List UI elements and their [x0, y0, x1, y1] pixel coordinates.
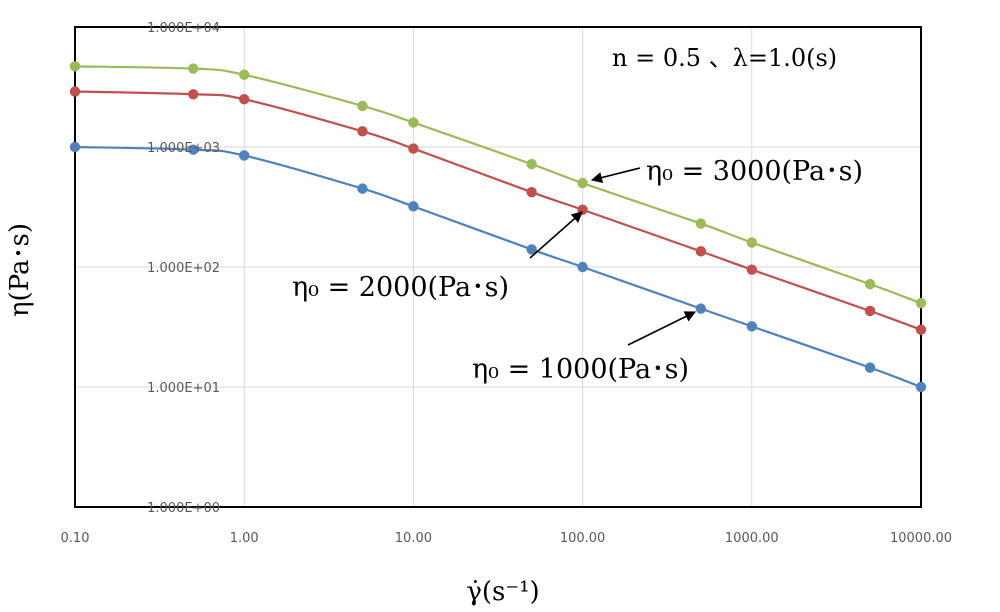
annotations: η₀ = 3000(Pa･s) η₀ = 2000(Pa･s) η₀ = 1000(… — [292, 156, 863, 385]
data-point — [695, 246, 707, 257]
data-point — [357, 183, 368, 194]
data-point — [746, 237, 757, 248]
y-tick-label: 1.000E+02 — [147, 261, 220, 276]
x-tick-labels: 0.10 1.00 10.00 100.00 1000.00 10000.00 — [61, 531, 952, 546]
data-point — [357, 126, 368, 137]
annotation-arrow — [590, 167, 641, 183]
data-point — [188, 89, 199, 100]
x-tick-label: 100.00 — [560, 531, 606, 546]
x-tick-label: 10.00 — [395, 531, 432, 546]
data-point — [357, 100, 368, 112]
data-point — [864, 362, 876, 373]
y-axis-label: η(Pa･s) — [5, 223, 35, 317]
data-point — [864, 278, 876, 290]
x-axis-label: γ̇(s⁻¹) — [466, 577, 539, 607]
data-point — [746, 264, 757, 275]
data-point — [408, 143, 419, 154]
y-tick-label: 1.000E+01 — [147, 381, 220, 396]
y-tick-label: 1.000E+03 — [147, 141, 220, 156]
annotation-arrow — [529, 211, 583, 259]
data-point — [188, 144, 199, 155]
series-layer — [69, 61, 927, 393]
y-tick-labels: 1.000E+00 1.000E+01 1.000E+02 1.000E+03 1.00… — [147, 21, 220, 516]
series-label-0: η₀ = 3000(Pa･s) — [646, 156, 863, 187]
data-point — [239, 69, 250, 80]
data-point — [915, 324, 927, 335]
data-point — [69, 86, 81, 97]
data-point — [915, 381, 927, 393]
data-point — [526, 187, 537, 198]
x-tick-label: 0.10 — [61, 531, 90, 546]
series-label-1: η₀ = 2000(Pa･s) — [292, 272, 509, 303]
x-tick-label: 10000.00 — [890, 531, 952, 546]
data-point — [408, 117, 419, 128]
data-point — [408, 201, 419, 212]
y-tick-label: 1.000E+00 — [147, 501, 220, 516]
data-point — [746, 321, 757, 332]
plot-border — [74, 26, 922, 508]
data-point — [239, 94, 250, 105]
y-tick-label: 1.000E+04 — [147, 21, 220, 36]
x-tick-label: 1.00 — [230, 531, 259, 546]
data-point — [577, 261, 588, 273]
data-point — [526, 244, 537, 255]
parameter-text: n = 0.5 、λ=1.0(s) — [612, 44, 837, 72]
data-point — [526, 158, 537, 170]
data-point — [577, 204, 588, 215]
data-point — [69, 61, 81, 72]
data-point — [239, 150, 250, 161]
x-tick-label: 1000.00 — [725, 531, 779, 546]
series-label-2: η₀ = 1000(Pa･s) — [472, 354, 689, 385]
data-point — [695, 218, 707, 229]
data-point — [695, 303, 707, 314]
data-point — [915, 297, 927, 309]
data-point — [864, 305, 876, 317]
data-point — [69, 141, 81, 153]
data-point — [577, 177, 588, 189]
data-point — [188, 63, 199, 74]
annotation-arrow — [627, 311, 697, 346]
